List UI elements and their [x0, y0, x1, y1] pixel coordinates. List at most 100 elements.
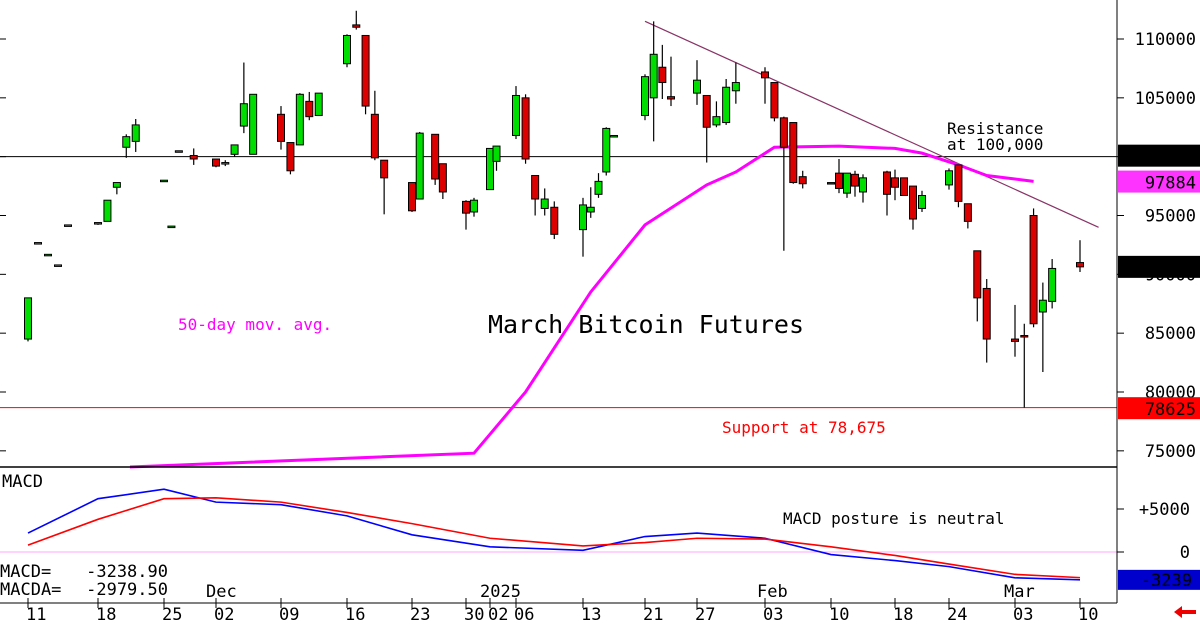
candle-body [54, 264, 62, 267]
candle [835, 159, 843, 194]
candle-body [44, 253, 52, 257]
macd-panel: MACD +5000 0 -3239 MACD posture is neutra… [0, 472, 1200, 600]
candle-body [122, 136, 131, 148]
date-tick-label: 02 [214, 605, 234, 624]
candle-body [352, 24, 361, 28]
candle [54, 264, 62, 267]
candle [380, 159, 389, 215]
ma-label: 50-day mov. avg. [178, 315, 332, 334]
candle [24, 297, 32, 342]
candle [531, 174, 540, 216]
candle-body [1011, 338, 1019, 342]
candle-body [658, 66, 667, 84]
macd-box-label: -3239 [1141, 571, 1192, 591]
candle-body [343, 34, 351, 65]
candle [1011, 304, 1019, 357]
candle [883, 170, 891, 216]
candle [370, 90, 379, 161]
candle-body [667, 96, 675, 100]
candle [103, 199, 112, 222]
macda-legend-value: -2979.50 [86, 580, 168, 600]
candle [722, 79, 731, 125]
candle-body [954, 164, 963, 202]
candle [174, 150, 183, 153]
macd-annotation: MACD posture is neutral [783, 509, 1005, 528]
price-axis: 1100001050001000009500090000850008000075… [0, 30, 1196, 462]
candle [212, 158, 220, 168]
candle [712, 101, 721, 128]
chart-title: March Bitcoin Futures [488, 310, 804, 339]
candle [277, 106, 285, 150]
candle-body [712, 116, 721, 126]
candle-body [1020, 335, 1029, 338]
candle-body [731, 82, 740, 92]
candle [900, 177, 908, 196]
candle-body [189, 154, 198, 160]
candle-body [789, 122, 798, 184]
candle [973, 250, 982, 322]
candle-body [859, 177, 867, 193]
candle-body [883, 171, 891, 195]
candle-body [131, 124, 140, 142]
candle [602, 127, 611, 176]
candle [693, 60, 701, 105]
price-box-label: 100085 [1135, 148, 1196, 168]
candle-body [94, 222, 102, 225]
macd-tick-label: +5000 [1139, 500, 1190, 520]
candle-body [982, 287, 991, 340]
candle [731, 62, 740, 104]
trend-line [644, 20, 1099, 228]
candle [189, 148, 198, 165]
date-tick-label: 30 [464, 605, 484, 624]
macda-line [27, 497, 1081, 579]
candle-body [918, 194, 926, 209]
candle-body [462, 200, 470, 214]
candle-body [1029, 215, 1038, 325]
candle [122, 134, 131, 158]
candle [431, 133, 440, 185]
candle-body [470, 199, 478, 213]
date-tick-label: 27 [695, 605, 715, 624]
candle [160, 179, 168, 183]
price-box [1118, 144, 1200, 167]
red-left-arrow-icon[interactable] [1174, 606, 1196, 618]
date-tick-label: 10 [1078, 605, 1098, 624]
candle-body [174, 150, 183, 153]
candle [789, 122, 798, 184]
date-tick-label: 09 [279, 605, 299, 624]
candle-body [521, 97, 530, 160]
candle [438, 163, 447, 200]
candle [462, 200, 470, 230]
candle-body [909, 185, 917, 220]
candle-body [798, 176, 807, 185]
price-box-label: 90635 [1145, 259, 1196, 279]
date-tick-label: 03 [763, 605, 783, 624]
candle [34, 242, 42, 245]
resistance-label: Resistance [947, 119, 1043, 138]
date-tick-label: 11 [26, 605, 46, 624]
date-group-label: 2025 [480, 582, 521, 602]
candle [610, 134, 618, 138]
candle-body [438, 163, 447, 193]
candle-body [900, 177, 908, 196]
candle [239, 62, 248, 134]
candle [112, 182, 121, 195]
price-tick-label: 85000 [1145, 324, 1196, 344]
date-tick-label: 18 [96, 605, 116, 624]
candle [492, 145, 501, 171]
candle-body [641, 76, 649, 116]
macd-legend-label: MACD= [0, 562, 51, 582]
candle [667, 56, 675, 107]
candle-body [492, 145, 501, 162]
candle-body [34, 242, 42, 245]
price-box [1118, 397, 1200, 420]
candle [131, 119, 140, 152]
moving-average-line [129, 144, 1034, 469]
candle [891, 169, 899, 201]
candle-body [973, 250, 982, 299]
date-tick-label: 25 [162, 605, 182, 624]
candle [798, 170, 807, 189]
date-tick-label: 10 [829, 605, 849, 624]
candle-body [579, 204, 587, 231]
